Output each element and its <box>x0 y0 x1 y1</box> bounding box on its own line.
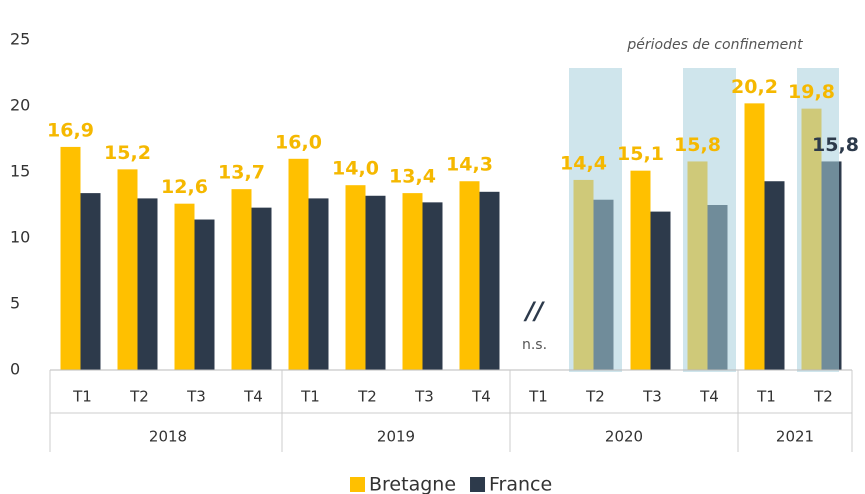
bar <box>459 181 480 370</box>
group-label: 2018 <box>149 428 187 446</box>
y-tick-label: 20 <box>10 96 30 115</box>
x-tick-label: T2 <box>813 388 833 406</box>
legend-label: Bretagne <box>369 474 456 494</box>
x-tick-label: T2 <box>585 388 605 406</box>
shaded-period <box>797 68 839 372</box>
bar <box>174 203 195 370</box>
value-label: 12,6 <box>161 176 208 198</box>
value-label: 13,4 <box>389 166 436 188</box>
bar <box>630 170 651 370</box>
bar <box>764 181 785 370</box>
y-tick-label: 10 <box>10 228 30 247</box>
value-label: 15,2 <box>104 142 151 164</box>
bar <box>231 189 252 370</box>
bar <box>137 198 158 370</box>
x-tick-label: T4 <box>243 388 263 406</box>
bar <box>288 158 309 370</box>
x-tick-label: T4 <box>699 388 719 406</box>
y-tick-label: 25 <box>10 30 30 49</box>
bar <box>402 193 423 370</box>
x-tick-label: T1 <box>528 388 548 406</box>
legend-swatch <box>470 477 486 492</box>
bar <box>251 207 272 370</box>
value-label: 13,7 <box>218 162 265 184</box>
x-tick-label: T1 <box>72 388 92 406</box>
y-tick-label: 0 <box>10 360 20 379</box>
value-label: 14,4 <box>560 152 607 174</box>
bar <box>80 193 101 370</box>
value-label: 19,8 <box>788 81 835 103</box>
y-tick-label: 15 <box>10 162 30 181</box>
legend-label: France <box>489 474 552 494</box>
value-label: 15,8 <box>812 134 859 156</box>
group-label: 2019 <box>377 428 415 446</box>
value-label: 20,2 <box>731 76 778 98</box>
group-label: 2021 <box>776 428 814 446</box>
bar <box>60 146 81 370</box>
bar <box>308 198 329 370</box>
x-tick-label: T1 <box>756 388 776 406</box>
bar <box>117 169 138 370</box>
value-label: 16,9 <box>47 119 94 141</box>
bar <box>194 219 215 370</box>
shade-note: périodes de confinement <box>626 37 803 53</box>
x-tick-label: T2 <box>129 388 149 406</box>
x-tick-label: T4 <box>471 388 491 406</box>
group-label: 2020 <box>605 428 643 446</box>
value-label: 15,1 <box>617 143 664 165</box>
bar <box>422 202 443 370</box>
bar <box>479 191 500 370</box>
missing-note: n.s. <box>522 337 547 353</box>
x-tick-label: T3 <box>414 388 434 406</box>
bar <box>365 195 386 370</box>
x-tick-label: T2 <box>357 388 377 406</box>
y-tick-label: 5 <box>10 294 20 313</box>
bar <box>345 185 366 370</box>
value-label: 14,3 <box>446 154 493 176</box>
break-mark: // <box>523 297 546 325</box>
value-label: 14,0 <box>332 158 379 180</box>
x-tick-label: T3 <box>642 388 662 406</box>
bar <box>650 211 671 370</box>
value-label: 16,0 <box>275 131 322 153</box>
bar <box>744 103 765 371</box>
legend-swatch <box>350 477 365 492</box>
x-tick-label: T3 <box>186 388 206 406</box>
x-tick-label: T1 <box>300 388 320 406</box>
shaded-period <box>683 68 736 372</box>
shaded-period <box>569 68 622 372</box>
value-label: 15,8 <box>674 134 721 156</box>
